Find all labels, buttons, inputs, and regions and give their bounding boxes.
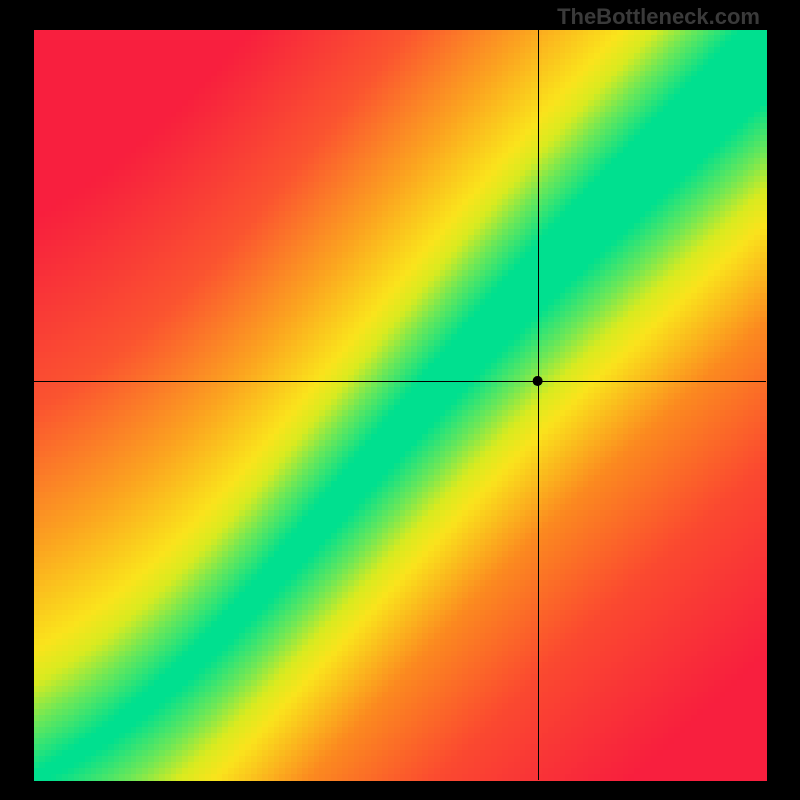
chart-frame: { "watermark": { "text": "TheBottleneck.… (0, 0, 800, 800)
watermark-text: TheBottleneck.com (557, 4, 760, 30)
bottleneck-heatmap (0, 0, 800, 800)
